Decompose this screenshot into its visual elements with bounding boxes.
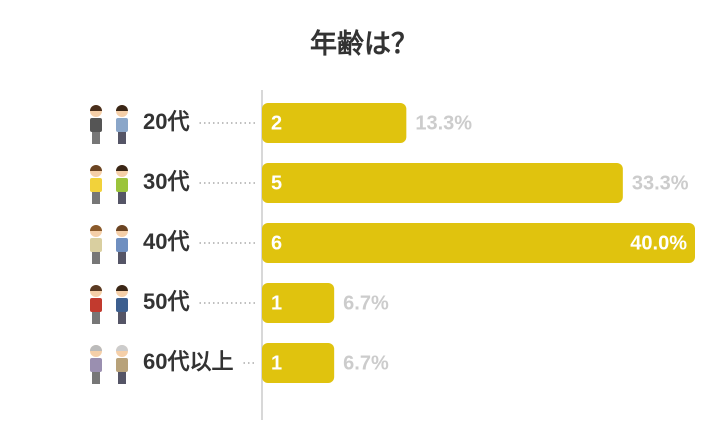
icon-body [90, 178, 102, 192]
icon-legs [118, 312, 126, 324]
icon-body [90, 298, 102, 312]
icon-legs [118, 252, 126, 264]
chart-title: 年齢は？ [310, 28, 418, 59]
bar-value-label: 6 [271, 232, 282, 254]
icon-body [116, 238, 128, 252]
icon-hair [116, 165, 128, 171]
icon-body [116, 298, 128, 312]
percent-label: 13.3% [415, 112, 472, 134]
icon-legs [92, 312, 100, 324]
icon-hair [116, 285, 128, 291]
category-label: 30代 [143, 169, 189, 194]
icon-legs [118, 372, 126, 384]
icon-hair [90, 345, 102, 351]
icon-hair [90, 105, 102, 111]
bar-value-label: 5 [271, 172, 282, 194]
icon-body [90, 358, 102, 372]
bar [262, 223, 695, 263]
icon-legs [118, 132, 126, 144]
category-label: 60代以上 [143, 349, 233, 374]
category-label: 20代 [143, 109, 189, 134]
bar-value-label: 1 [271, 352, 282, 374]
percent-label: 6.7% [343, 352, 389, 374]
person-icons [90, 225, 128, 264]
person-icons [90, 105, 128, 144]
person-icons [90, 285, 128, 324]
icon-body [90, 118, 102, 132]
category-label: 40代 [143, 229, 189, 254]
percent-label: 6.7% [343, 292, 389, 314]
icon-hair [116, 345, 128, 351]
icon-hair [116, 105, 128, 111]
icon-legs [118, 192, 126, 204]
bar [262, 103, 407, 143]
icon-hair [90, 165, 102, 171]
icon-legs [92, 372, 100, 384]
person-icons [90, 165, 128, 204]
bar-value-label: 1 [271, 292, 282, 314]
bar [262, 163, 623, 203]
icon-hair [90, 225, 102, 231]
bar [262, 343, 335, 383]
category-label: 50代 [143, 289, 189, 314]
icon-legs [92, 192, 100, 204]
person-icons [90, 345, 128, 384]
icon-body [116, 118, 128, 132]
icon-legs [92, 252, 100, 264]
icon-body [116, 358, 128, 372]
bar [262, 283, 335, 323]
icon-hair [116, 225, 128, 231]
icon-body [116, 178, 128, 192]
icon-body [90, 238, 102, 252]
bar-value-label: 2 [271, 112, 282, 134]
icon-legs [92, 132, 100, 144]
percent-label: 40.0% [630, 232, 687, 254]
percent-label: 33.3% [632, 172, 689, 194]
icon-hair [90, 285, 102, 291]
